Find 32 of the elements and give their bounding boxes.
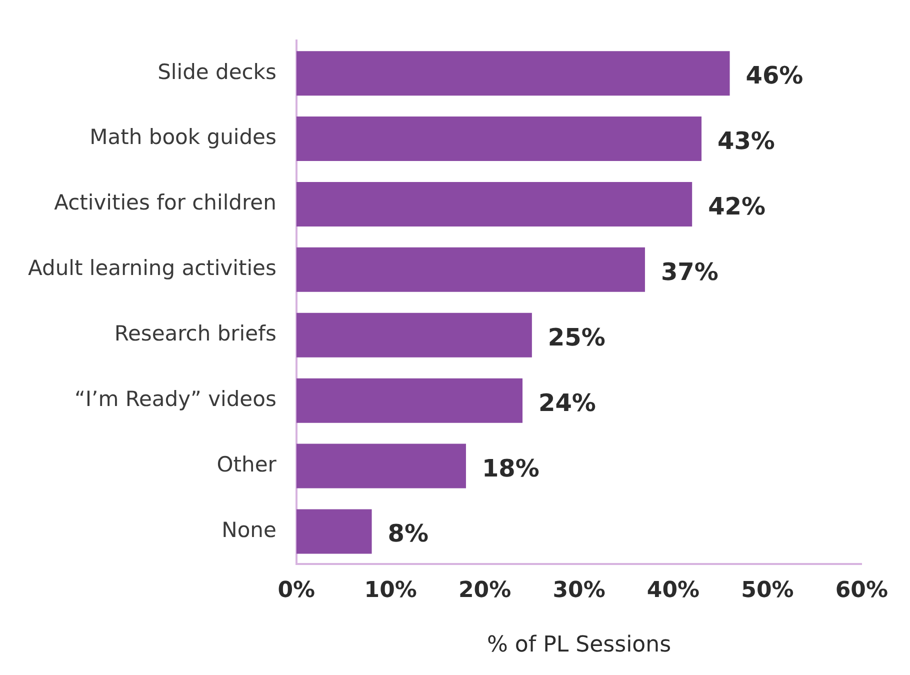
bar (296, 312, 532, 358)
y-tick-label: Math book guides (90, 125, 276, 150)
y-tick-label: Slide decks (158, 60, 276, 84)
y-tick-label: “I’m Ready” videos (74, 387, 276, 412)
data-label: 24% (538, 388, 596, 417)
y-tick-label: Research briefs (114, 322, 276, 346)
y-tick-label: Adult learning activities (28, 256, 276, 280)
x-tick-label: 0% (278, 578, 316, 604)
bar (296, 247, 645, 292)
data-label: 42% (708, 192, 766, 220)
bar (296, 378, 523, 423)
x-tick-label: 10% (364, 578, 417, 604)
data-label: 37% (660, 258, 718, 286)
data-label: 46% (746, 62, 804, 90)
bar (296, 51, 730, 96)
x-tick-label: 50% (741, 578, 794, 604)
bar (296, 116, 702, 162)
data-label: 18% (482, 454, 540, 482)
x-tick-label: 20% (458, 578, 512, 604)
bar (296, 182, 692, 226)
x-tick-label: 30% (552, 578, 606, 604)
y-tick-label: Other (216, 452, 277, 476)
x-tick-label: 40% (646, 578, 700, 604)
y-tick-label: None (222, 518, 276, 542)
x-tick-label: 60% (835, 578, 888, 604)
data-label: 25% (548, 323, 606, 352)
bar (296, 444, 466, 488)
y-tick-label: Activities for children (54, 190, 276, 215)
bar (296, 509, 372, 554)
data-label: 43% (718, 127, 775, 156)
data-label: 8% (388, 520, 429, 548)
x-axis-title: % of PL Sessions (487, 632, 672, 658)
